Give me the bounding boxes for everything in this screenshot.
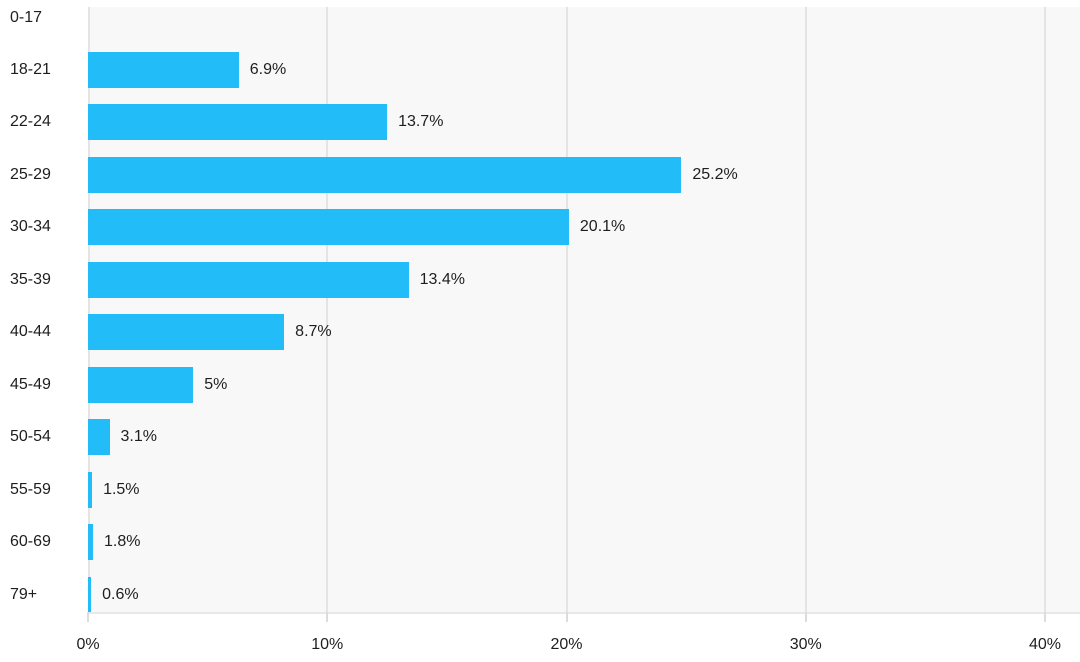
- bar: [88, 419, 110, 456]
- y-axis-label: 55-59: [10, 480, 51, 498]
- bar-value-label: 5%: [204, 375, 228, 393]
- axis-tick: [565, 612, 568, 622]
- gridline: [326, 7, 329, 612]
- bar: [88, 366, 194, 403]
- y-axis-label: 35-39: [10, 270, 51, 288]
- axis-tick: [804, 612, 807, 622]
- bar-value-label: 3.1%: [120, 428, 157, 446]
- x-axis-line: [88, 612, 1080, 614]
- x-axis-tick-label: 10%: [311, 636, 344, 653]
- y-axis-label: 40-44: [10, 323, 51, 341]
- gridline: [804, 7, 807, 612]
- plot-area: 6.9% 13.7% 25.2% 20.1% 13.4% 8.7% 5% 3.1% 1.5% 1.…: [88, 7, 1080, 612]
- bar: [88, 576, 92, 612]
- x-axis-tick-label: 40%: [1028, 636, 1062, 653]
- axis-tick: [326, 612, 329, 622]
- bar-value-label: 0.6%: [102, 585, 139, 603]
- bar-value-label: 8.7%: [295, 323, 332, 341]
- y-axis-label: 60-69: [10, 533, 51, 551]
- gridline: [565, 7, 568, 612]
- axis-tick: [87, 612, 89, 622]
- x-axis-tick-label: 30%: [789, 636, 822, 653]
- gridline: [88, 7, 90, 612]
- bar: [88, 471, 93, 508]
- bar-value-label: 13.4%: [419, 270, 465, 288]
- bar: [88, 314, 285, 351]
- bar-value-label: 20.1%: [579, 218, 626, 236]
- bar: [88, 104, 388, 141]
- bar: [88, 524, 94, 561]
- y-axis-label: 22-24: [10, 113, 51, 131]
- y-axis-label: 50-54: [10, 428, 51, 446]
- x-axis-tick-label: 0%: [76, 636, 100, 653]
- bar: [88, 261, 409, 298]
- y-axis-label: 45-49: [10, 375, 51, 393]
- y-axis-label: 30-34: [10, 218, 51, 236]
- y-axis-label: 25-29: [10, 165, 51, 183]
- bar: [88, 209, 569, 246]
- x-axis-tick-label: 20%: [550, 636, 583, 653]
- bar-value-label: 1.8%: [104, 533, 141, 551]
- bar-value-label: 25.2%: [692, 165, 738, 183]
- gridline: [1044, 7, 1046, 612]
- bar-value-label: 6.9%: [249, 60, 287, 78]
- bar: [88, 156, 682, 193]
- y-axis-label: 18-21: [10, 60, 51, 78]
- bar: [88, 51, 239, 88]
- axis-tick: [1044, 612, 1046, 622]
- y-axis-label: 79+: [10, 585, 38, 603]
- bar-value-label: 13.7%: [398, 113, 444, 131]
- y-axis-label: 0-17: [10, 8, 43, 26]
- bar-value-label: 1.5%: [103, 480, 140, 498]
